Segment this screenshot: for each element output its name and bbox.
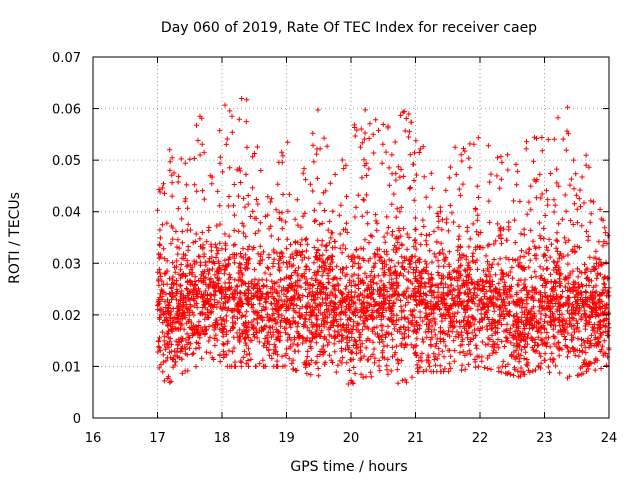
x-tick-label: 16 xyxy=(85,431,102,446)
x-tick-label: 17 xyxy=(149,431,166,446)
x-tick-label: 24 xyxy=(601,431,618,446)
x-tick-label: 20 xyxy=(343,431,360,446)
x-tick-labels: 16 17 18 19 20 21 22 23 24 xyxy=(85,431,618,446)
grid-lines xyxy=(93,57,609,418)
y-tick-label: 0.02 xyxy=(52,309,81,324)
y-tick-label: 0.07 xyxy=(52,51,81,66)
axis-ticks xyxy=(92,56,610,419)
y-tick-label: 0.05 xyxy=(52,154,81,169)
chart-title: Day 060 of 2019, Rate Of TEC Index for r… xyxy=(161,20,537,36)
x-tick-label: 22 xyxy=(472,431,489,446)
series-caep-points xyxy=(154,95,612,387)
y-tick-label: 0.04 xyxy=(52,206,81,221)
x-tick-label: 23 xyxy=(536,431,553,446)
data-points xyxy=(154,95,612,387)
y-tick-label: 0.03 xyxy=(52,257,81,272)
y-tick-labels: 0 0.01 0.02 0.03 0.04 0.05 0.06 0.07 xyxy=(52,51,81,427)
y-tick-label: 0.06 xyxy=(52,103,81,118)
y-axis-label: ROTI / TECUs xyxy=(7,192,23,284)
y-tick-label: 0.01 xyxy=(52,360,81,375)
y-tick-label: 0 xyxy=(73,412,81,427)
x-axis-label: GPS time / hours xyxy=(290,459,407,475)
x-tick-label: 18 xyxy=(214,431,231,446)
x-tick-label: 21 xyxy=(407,431,424,446)
x-tick-label: 19 xyxy=(278,431,295,446)
